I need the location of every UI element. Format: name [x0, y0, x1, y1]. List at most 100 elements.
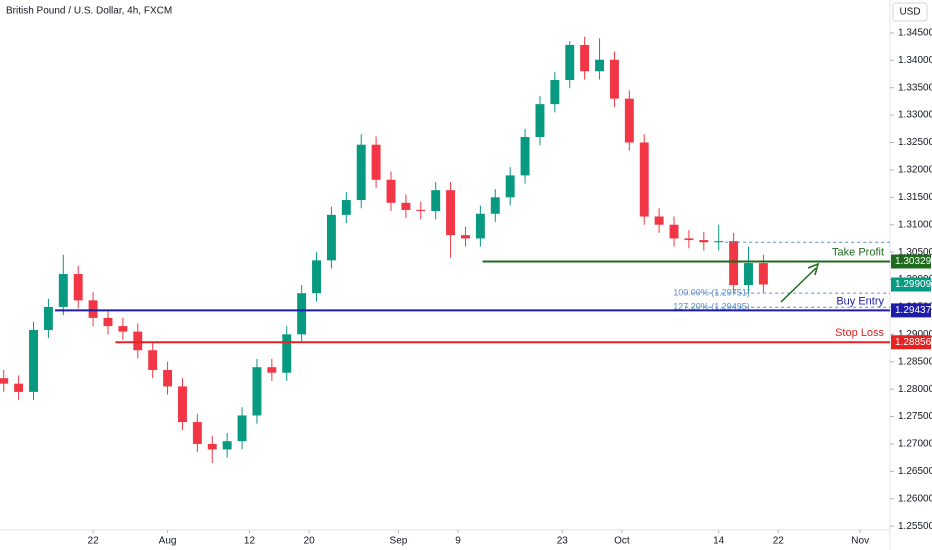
arrow-shaft [780, 267, 817, 303]
y-tick-label: 1.31500 [898, 192, 932, 203]
level-name: Buy Entry [836, 295, 884, 307]
candle-body [416, 209, 426, 212]
candle-body [237, 415, 247, 442]
candle-body [505, 175, 515, 198]
candle-body [758, 263, 768, 285]
y-tick-label: 1.32500 [898, 137, 932, 148]
x-tick-label: 23 [557, 536, 569, 547]
x-tick-label: Sep [390, 536, 408, 547]
candle-body [699, 240, 709, 243]
chart-title: British Pound / U.S. Dollar, 4h, FXCM [6, 6, 172, 17]
candle-body [29, 329, 38, 392]
currency-label[interactable]: USD [899, 7, 920, 18]
y-tick-label: 1.30500 [898, 247, 932, 258]
last-price-label: 1.29909 [895, 279, 932, 290]
currency-button[interactable] [892, 2, 928, 22]
candle-body [520, 137, 530, 176]
candle-body [609, 59, 619, 99]
x-tick-label: 9 [455, 536, 461, 547]
y-tick-label: 1.32000 [898, 165, 932, 176]
fib-level-label: 100.00% (1.29751) [673, 288, 750, 298]
y-tick-label: 1.28500 [898, 356, 932, 367]
y-tick-label: 1.27000 [898, 439, 932, 450]
x-tick-label: 22 [773, 536, 785, 547]
price-tag [891, 254, 931, 269]
y-tick-label: 1.25500 [898, 521, 932, 532]
candle-body [639, 142, 649, 217]
price-tag-label: 1.29437 [895, 305, 932, 316]
candle-body [43, 306, 53, 330]
candle-body [565, 44, 575, 81]
y-tick-label: 1.33000 [898, 110, 932, 121]
fib-level-label: 127.20% (1.29495) [673, 302, 750, 312]
candle-body [744, 263, 753, 286]
y-tick-label: 1.34000 [898, 55, 932, 66]
candle-body [550, 80, 560, 105]
candle-body [178, 386, 187, 423]
x-tick-label: Oct [614, 536, 630, 547]
candle-body [148, 350, 158, 370]
candle-body [729, 241, 739, 286]
candle-body [490, 197, 500, 214]
x-tick-label: 12 [244, 536, 256, 547]
price-tag [891, 303, 931, 318]
candle-body [535, 104, 545, 138]
candle-body [341, 200, 351, 215]
candle-body [431, 190, 441, 212]
candle-body [386, 179, 396, 203]
price-tag-label: 1.28856 [895, 337, 932, 348]
candle-body [282, 334, 292, 373]
level-name: Take Profit [832, 246, 884, 258]
candle-body [326, 214, 336, 261]
candle-body [222, 441, 232, 450]
candle-body [267, 367, 277, 373]
candle-body [401, 202, 411, 210]
x-tick-label: 22 [88, 536, 100, 547]
candle-body [312, 260, 321, 294]
candle-body [58, 274, 68, 307]
last-price-tag [891, 277, 931, 292]
y-tick-label: 1.26000 [898, 493, 932, 504]
candle-body [654, 216, 664, 225]
candle-body [356, 144, 366, 201]
candle-body [14, 383, 24, 392]
y-tick-label: 1.26500 [898, 466, 932, 477]
candle-body [192, 422, 202, 444]
candle-body [714, 241, 724, 243]
arrow [780, 262, 820, 303]
price-tag-label: 1.30329 [895, 256, 932, 267]
candle-body [684, 238, 694, 241]
x-tick-label: 20 [304, 536, 316, 547]
y-tick-label: 1.31000 [898, 219, 932, 230]
candle-body [163, 369, 173, 387]
candle-body [133, 331, 143, 351]
y-tick-label: 1.29000 [898, 329, 932, 340]
candle-body [252, 367, 262, 416]
candle-body [669, 224, 679, 239]
price-tag [891, 335, 931, 350]
x-tick-label: Nov [851, 536, 869, 547]
candle-body [371, 144, 381, 180]
candle-body [461, 235, 470, 239]
candle-body [103, 317, 113, 327]
candle-body [475, 213, 485, 239]
y-tick-label: 1.28000 [898, 384, 932, 395]
y-tick-label: 1.27500 [898, 411, 932, 422]
y-tick-label: 1.34500 [898, 28, 932, 39]
candle-body [580, 44, 590, 72]
candle-body [595, 59, 605, 72]
arrow-head [807, 262, 820, 276]
candle-body [624, 98, 634, 143]
candle-body [118, 326, 128, 332]
candle-body [446, 190, 456, 236]
candle-body [0, 378, 9, 384]
y-tick-label: 1.33500 [898, 82, 932, 93]
level-name: Stop Loss [835, 327, 884, 339]
x-tick-label: 14 [713, 536, 725, 547]
candle-body [73, 274, 83, 301]
candle-body [207, 443, 217, 450]
candle-body [297, 293, 307, 335]
candle-body [88, 300, 98, 318]
